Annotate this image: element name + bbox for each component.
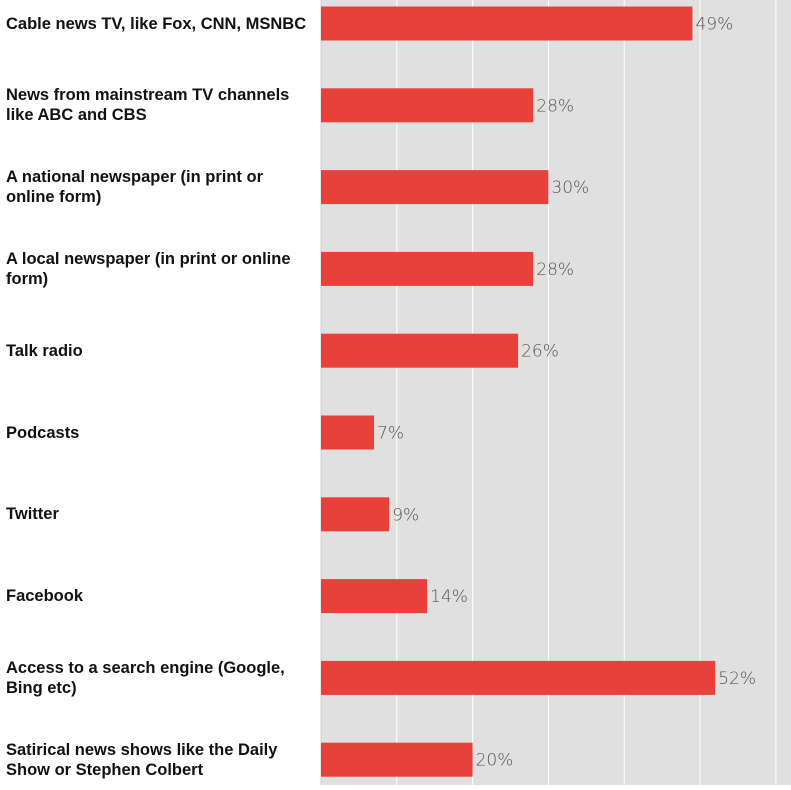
- value-label: 26%: [521, 342, 559, 362]
- bar: [321, 660, 716, 695]
- category-label: Talk radio: [6, 341, 83, 360]
- value-label: 52%: [718, 669, 756, 689]
- value-label: 20%: [476, 751, 514, 771]
- bar: [321, 415, 375, 450]
- bar: [321, 497, 390, 532]
- value-label: 49%: [695, 15, 733, 35]
- category-label: Cable news TV, like Fox, CNN, MSNBC: [6, 14, 307, 33]
- category-label: A national newspaper (in print or online…: [6, 168, 263, 207]
- value-label: 7%: [377, 424, 404, 444]
- category-label: Facebook: [6, 587, 84, 606]
- category-label: Access to a search engine (Google, Bing …: [6, 658, 285, 697]
- bar: [321, 742, 473, 777]
- bar: [321, 88, 534, 123]
- bar: [321, 170, 549, 205]
- bar: [321, 251, 534, 286]
- value-label: 30%: [551, 178, 589, 198]
- value-label: 9%: [392, 505, 419, 525]
- value-label: 28%: [536, 96, 574, 116]
- bar: [321, 579, 428, 614]
- bar: [321, 6, 693, 41]
- value-label: 28%: [536, 260, 574, 280]
- category-label: Satirical news shows like the Daily Show…: [6, 740, 278, 779]
- category-label: News from mainstream TV channels like AB…: [6, 86, 290, 125]
- value-label: 14%: [430, 587, 468, 607]
- category-label: A local newspaper (in print or online fo…: [6, 249, 291, 288]
- category-label: Twitter: [6, 505, 59, 524]
- bar: [321, 333, 519, 368]
- plot-background: [321, 0, 791, 785]
- category-label: Podcasts: [6, 423, 80, 442]
